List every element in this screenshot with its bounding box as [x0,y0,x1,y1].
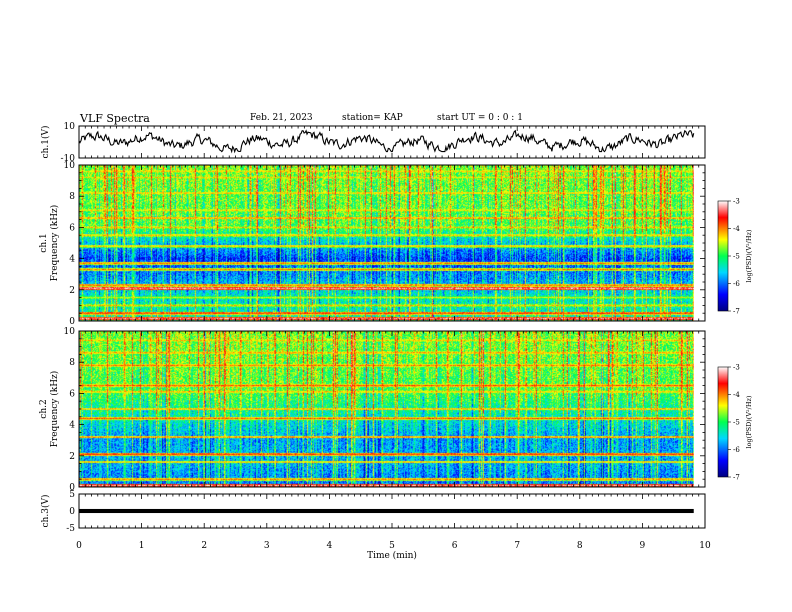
y-tick-label: 10 [64,122,76,132]
ch3-ylabel: ch.3(V) [40,495,51,528]
colorbar-tick-label: -5 [733,253,740,261]
colorbar-tick-label: -6 [733,446,740,454]
station-label: station= KAP [342,113,403,123]
y-tick-label: -5 [66,524,75,534]
x-tick-label: 5 [389,541,395,551]
y-tick-label: 10 [64,327,76,337]
y-tick-label: -10 [61,154,76,164]
x-tick-label: 6 [452,541,458,551]
y-tick-label: 2 [69,286,75,296]
y-tick-label: 10 [64,161,76,171]
chart-title: VLF Spectra [80,112,150,125]
ch1-waveform-line [78,129,695,154]
x-axis-label: Time (min) [367,550,417,561]
x-tick-label: 3 [264,541,270,551]
ch1-ylabel: ch.1(V) [40,126,51,159]
y-tick-label: 4 [69,421,75,431]
y-tick-label: 0 [69,483,75,493]
ch1-ylabel: ch.1 [39,233,49,252]
y-tick-label: 0 [69,317,75,327]
spectrogram-2 [79,331,694,487]
colorbar-label: log(PSD)(V²/Hz) [745,229,753,282]
colorbar [717,200,729,312]
frequency-ylabel: Frequency (kHz) [49,371,60,448]
y-tick-label: 6 [69,389,75,399]
y-tick-label: 0 [69,507,75,517]
spectrogram-1 [79,165,694,321]
ch1-waveform-group [78,129,695,154]
colorbar-label: log(PSD)(V²/Hz) [745,395,753,448]
colorbar-tick-label: -3 [733,198,740,206]
spectrogram-image [79,165,694,321]
frequency-ylabel: Frequency (kHz) [49,205,60,282]
colorbar-tick-label: -4 [733,225,740,233]
y-tick-label: 5 [69,490,75,500]
ch2-ylabel: ch.2 [39,399,49,418]
x-tick-label: 10 [699,541,711,551]
x-tick-label: 1 [139,541,145,551]
colorbar [717,366,729,478]
x-tick-label: 0 [76,541,82,551]
date-label: Feb. 21, 2023 [250,113,313,123]
colorbar-tick-label: -4 [733,391,740,399]
x-tick-label: 2 [201,541,207,551]
y-tick-label: 6 [69,223,75,233]
x-tick-label: 7 [514,541,520,551]
x-tick-label: 8 [577,541,583,551]
colorbar-tick-label: -7 [733,308,740,316]
ch3-waveform-band [79,508,694,514]
x-tick-label: 9 [640,541,646,551]
colorbar-tick-label: -6 [733,280,740,288]
colorbar-tick-label: -3 [733,364,740,372]
y-tick-label: 2 [69,452,75,462]
y-tick-label: 8 [69,358,75,368]
start-time-label: start UT = 0 : 0 : 1 [437,113,523,123]
colorbar-tick-label: -7 [733,474,740,482]
spectrogram-image [79,331,694,487]
y-tick-label: 4 [69,255,75,265]
x-tick-label: 4 [327,541,333,551]
colorbar-tick-label: -5 [733,419,740,427]
y-tick-label: 8 [69,192,75,202]
